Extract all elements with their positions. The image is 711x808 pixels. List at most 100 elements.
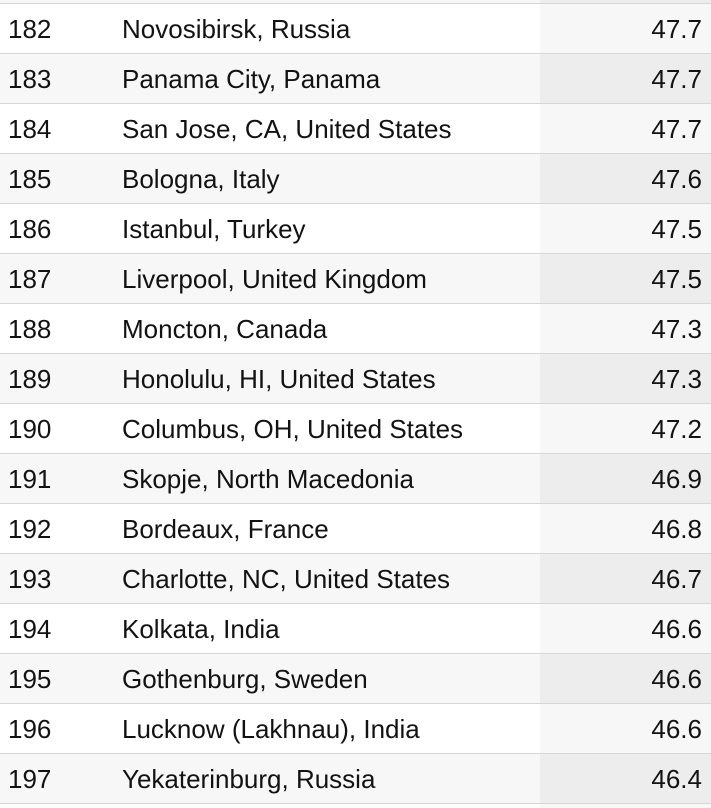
city-name: Honolulu, HI, United States [122,363,436,394]
city-cell: Liverpool, United Kingdom [112,254,540,303]
table-row: 187 Liverpool, United Kingdom 47.5 [0,253,711,303]
city-name: Novosibirsk, Russia [122,13,351,44]
rank-value: 193 [8,563,52,594]
city-name: Charlotte, NC, United States [122,563,451,594]
city-cell: Columbus, OH, United States [112,404,540,453]
score-value: 47.6 [651,163,702,194]
score-value: 47.5 [651,263,702,294]
score-cell: 46.6 [540,654,711,703]
city-cell: Honolulu, HI, United States [112,354,540,403]
score-cell: 46.7 [540,554,711,603]
city-cell: Bordeaux, France [112,504,540,553]
city-name: Liverpool, United Kingdom [122,263,427,294]
city-cell: Moncton, Canada [112,304,540,353]
city-name: Lucknow (Lakhnau), India [122,713,420,744]
city-name: Skopje, North Macedonia [122,463,414,494]
table-row: 182 Novosibirsk, Russia 47.7 [0,3,711,53]
city-cell: Bologna, Italy [112,154,540,203]
score-cell: 47.7 [540,4,711,53]
rank-cell: 188 [0,304,112,353]
city-cell: Istanbul, Turkey [112,204,540,253]
score-value: 47.5 [651,213,702,244]
rank-value: 192 [8,513,52,544]
table-row: 192 Bordeaux, France 46.8 [0,503,711,553]
city-cell: San Jose, CA, United States [112,104,540,153]
rank-cell: 192 [0,504,112,553]
city-cell: Gothenburg, Sweden [112,654,540,703]
table-row-partial-top [0,0,711,3]
rank-cell: 182 [0,4,112,53]
city-cell [112,804,540,808]
score-value: 46.6 [651,613,702,644]
rank-value: 195 [8,663,52,694]
table-row: 194 Kolkata, India 46.6 [0,603,711,653]
table-row: 189 Honolulu, HI, United States 47.3 [0,353,711,403]
rank-cell: 184 [0,104,112,153]
table-row: 193 Charlotte, NC, United States 46.7 [0,553,711,603]
table-row: 195 Gothenburg, Sweden 46.6 [0,653,711,703]
rankings-table-body: 182 Novosibirsk, Russia 47.7 183 Panama … [0,3,711,803]
rank-value: 196 [8,713,52,744]
score-value: 47.7 [651,113,702,144]
score-cell: 46.6 [540,604,711,653]
score-value: 46.4 [651,763,702,794]
rank-cell: 187 [0,254,112,303]
score-value: 46.8 [651,513,702,544]
rank-cell: 194 [0,604,112,653]
table-row: 184 San Jose, CA, United States 47.7 [0,103,711,153]
score-cell [540,0,711,3]
city-cell: Skopje, North Macedonia [112,454,540,503]
score-cell [540,804,711,808]
rank-value: 188 [8,313,52,344]
score-value: 46.6 [651,713,702,744]
score-cell: 47.5 [540,204,711,253]
score-cell: 47.7 [540,54,711,103]
city-name: San Jose, CA, United States [122,113,452,144]
city-cell: Charlotte, NC, United States [112,554,540,603]
city-cell: Kolkata, India [112,604,540,653]
score-value: 47.7 [651,13,702,44]
score-value: 46.7 [651,563,702,594]
rank-value: 184 [8,113,52,144]
city-name: Moncton, Canada [122,313,328,344]
score-cell: 47.2 [540,404,711,453]
table-row: 191 Skopje, North Macedonia 46.9 [0,453,711,503]
rank-cell [0,804,112,808]
rank-value: 191 [8,463,52,494]
rank-cell: 186 [0,204,112,253]
city-name: Panama City, Panama [122,63,381,94]
score-value: 47.3 [651,313,702,344]
rank-value: 187 [8,263,52,294]
score-cell: 47.3 [540,304,711,353]
score-cell: 46.6 [540,704,711,753]
rank-value: 189 [8,363,52,394]
table-row: 186 Istanbul, Turkey 47.5 [0,203,711,253]
rank-cell: 191 [0,454,112,503]
score-value: 46.9 [651,463,702,494]
rank-cell: 183 [0,54,112,103]
table-row: 185 Bologna, Italy 47.6 [0,153,711,203]
city-name: Istanbul, Turkey [122,213,306,244]
rank-cell [0,0,112,3]
rank-value: 185 [8,163,52,194]
city-cell: Lucknow (Lakhnau), India [112,704,540,753]
rank-cell: 196 [0,704,112,753]
score-cell: 47.6 [540,154,711,203]
score-cell: 47.7 [540,104,711,153]
rank-cell: 193 [0,554,112,603]
city-cell: Novosibirsk, Russia [112,4,540,53]
score-value: 46.6 [651,663,702,694]
table-row: 188 Moncton, Canada 47.3 [0,303,711,353]
table-row-partial-bottom [0,803,711,808]
city-name: Yekaterinburg, Russia [122,763,376,794]
rank-cell: 197 [0,754,112,803]
score-value: 47.3 [651,363,702,394]
score-cell: 47.3 [540,354,711,403]
rank-value: 183 [8,63,52,94]
score-cell: 46.9 [540,454,711,503]
score-value: 47.7 [651,63,702,94]
table-row: 197 Yekaterinburg, Russia 46.4 [0,753,711,803]
rank-cell: 185 [0,154,112,203]
score-cell: 46.4 [540,754,711,803]
